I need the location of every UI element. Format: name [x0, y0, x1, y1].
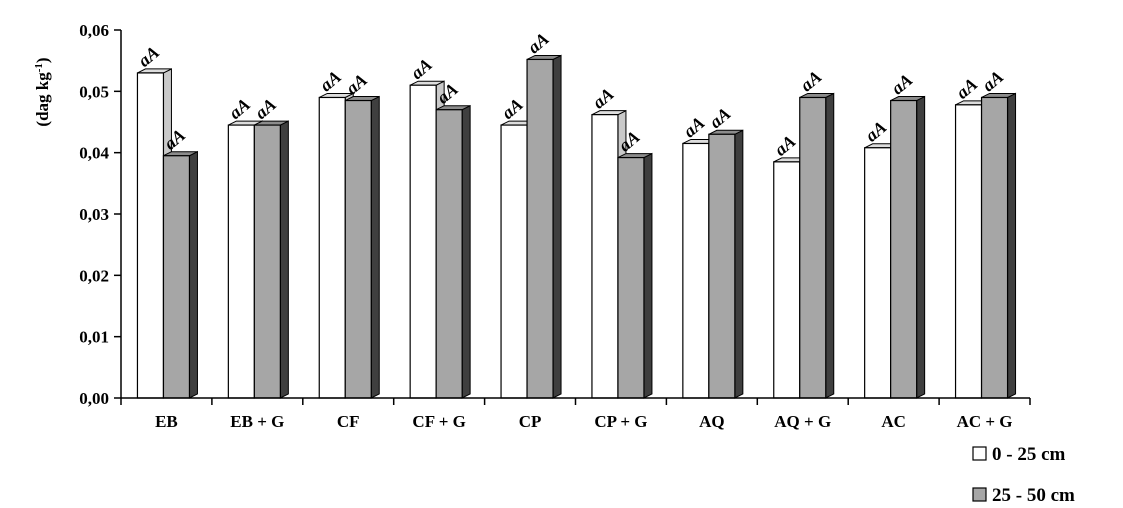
x-category-label: AQ — [699, 412, 725, 431]
bar-front — [799, 96, 827, 399]
bar-front — [864, 147, 892, 399]
bar-side — [825, 92, 835, 399]
bar-front — [980, 96, 1009, 399]
y-axis-label-main: (dag kg — [33, 72, 52, 127]
legend-label-1: 25 - 50 cm — [992, 485, 1075, 506]
bar — [864, 142, 900, 399]
bar-data-label: aA — [680, 112, 709, 141]
bar-front — [344, 99, 372, 399]
bar-data-label: aA — [251, 94, 280, 123]
bar-front — [954, 104, 983, 399]
bar-front — [253, 124, 281, 399]
y-tick-label: 0,05 — [79, 82, 109, 101]
bar-side — [279, 120, 289, 399]
bar-front — [682, 142, 710, 399]
bar-data-label: aA — [706, 103, 735, 132]
bar-side — [461, 104, 471, 399]
legend: 0 - 25 cm 25 - 50 cm — [972, 444, 1075, 506]
bar-data-label: aA — [407, 54, 436, 83]
bar-data-label: aA — [134, 42, 163, 71]
y-tick-label: 0,02 — [79, 266, 109, 285]
bar-data-label: aA — [589, 84, 618, 113]
bar-data-label: aA — [498, 94, 527, 123]
bar-front — [890, 99, 918, 399]
y-axis-label-sup: -1 — [33, 63, 45, 72]
legend-item-1: 25 - 50 cm — [972, 485, 1075, 506]
bar-data-label: aA — [316, 66, 345, 95]
y-axis-label-close: ) — [33, 57, 52, 63]
x-category-label: CP + G — [594, 412, 647, 431]
bar-front — [773, 161, 801, 399]
bar-front — [435, 109, 463, 399]
bar — [890, 95, 926, 399]
bar-data-label: aA — [887, 70, 916, 99]
bar-side — [370, 95, 380, 399]
x-category-label: EB — [155, 412, 178, 431]
bar-front — [227, 124, 255, 399]
bar-side — [552, 54, 562, 399]
bar-side — [643, 152, 653, 399]
x-category-label: AC — [881, 412, 906, 431]
legend-swatch-1 — [972, 487, 987, 502]
bar-data-label: aA — [225, 94, 254, 123]
x-category-label: CF + G — [412, 412, 465, 431]
y-ticks: 0,00 0,01 0,02 0,03 0,04 0,05 0,06 — [79, 21, 121, 408]
x-category-label: CP — [519, 412, 542, 431]
y-tick-label: 0,00 — [79, 389, 109, 408]
bars-layer — [136, 54, 1017, 399]
bar-front — [617, 156, 645, 399]
bar-front — [526, 58, 554, 399]
bar-front — [318, 96, 346, 399]
x-category-label: EB + G — [230, 412, 284, 431]
bar-front — [500, 124, 528, 399]
bar-side — [1007, 92, 1017, 399]
bar-front — [591, 114, 619, 399]
bar — [526, 54, 562, 399]
bar — [799, 92, 835, 399]
legend-label-0: 0 - 25 cm — [992, 444, 1066, 465]
y-tick-label: 0,04 — [79, 144, 109, 163]
bar-data-label: aA — [952, 74, 981, 103]
bar — [980, 92, 1017, 399]
legend-swatch-0 — [972, 446, 987, 461]
bar-data-label: aA — [978, 66, 1007, 95]
bar — [617, 152, 653, 399]
legend-item-0: 0 - 25 cm — [972, 444, 1066, 465]
bar — [253, 120, 289, 399]
y-tick-label: 0,06 — [79, 21, 109, 40]
x-category-label: AQ + G — [774, 412, 831, 431]
bar-front — [409, 84, 437, 399]
bar — [344, 95, 380, 399]
bar-side — [916, 95, 926, 399]
bar-data-label: aA — [770, 131, 799, 160]
y-tick-label: 0,01 — [79, 328, 109, 347]
bar — [708, 129, 744, 399]
y-tick-label: 0,03 — [79, 205, 109, 224]
bar-front — [162, 155, 191, 399]
x-categories: EB EB + G CF CF + G CP CP + G AQ AQ + G AC AC + G — [120, 398, 1031, 431]
bar-front — [136, 72, 165, 399]
bar-side — [734, 129, 744, 399]
y-axis-label: (dag kg-1) — [33, 57, 52, 126]
bar-data-label: aA — [796, 66, 825, 95]
bar — [162, 150, 198, 399]
x-category-label: AC + G — [957, 412, 1013, 431]
bar-front — [708, 133, 736, 399]
bar-data-label: aA — [861, 117, 890, 146]
x-category-label: CF — [337, 412, 360, 431]
bar-data-label: aA — [524, 28, 553, 57]
bar — [435, 104, 471, 399]
bar-side — [188, 150, 198, 399]
